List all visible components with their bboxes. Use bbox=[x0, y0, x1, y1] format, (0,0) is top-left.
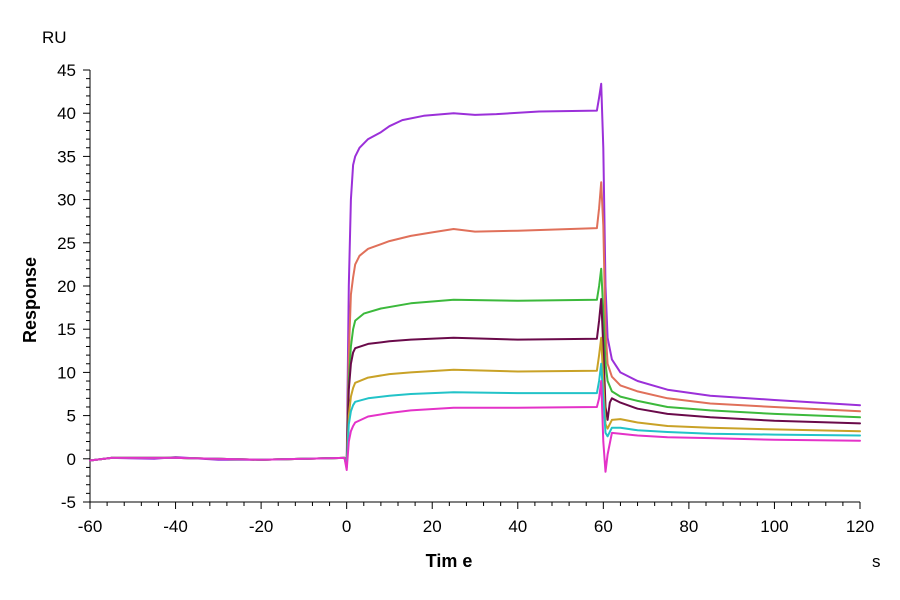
y-axis-ticks: -5 0 5 10 15 20 25 30 35 40 45 bbox=[57, 61, 90, 512]
x-tick-label: -60 bbox=[78, 517, 103, 536]
series-line-2 bbox=[89, 181, 861, 465]
series-line-6 bbox=[89, 362, 861, 469]
x-tick-label: 0 bbox=[342, 517, 351, 536]
y-tick-label: 0 bbox=[67, 450, 76, 469]
y-tick-label: 45 bbox=[57, 61, 76, 80]
y-tick-label: 20 bbox=[57, 277, 76, 296]
y-tick-label: 10 bbox=[57, 363, 76, 382]
x-tick-label: 20 bbox=[423, 517, 442, 536]
x-tick-label: 60 bbox=[594, 517, 613, 536]
x-tick-label: 100 bbox=[760, 517, 788, 536]
x-axis-title: Tim e bbox=[426, 551, 473, 571]
y-tick-label: 15 bbox=[57, 320, 76, 339]
axes bbox=[89, 70, 860, 503]
y-tick-label: 25 bbox=[57, 234, 76, 253]
y-tick-label: 35 bbox=[57, 147, 76, 166]
x-tick-label: 40 bbox=[508, 517, 527, 536]
y-tick-label: 40 bbox=[57, 104, 76, 123]
x-axis-unit: s bbox=[872, 552, 881, 571]
series-line-7 bbox=[89, 380, 861, 473]
x-tick-label: -40 bbox=[163, 517, 188, 536]
y-tick-label: 5 bbox=[67, 407, 76, 426]
series-group bbox=[89, 82, 861, 473]
y-tick-label: -5 bbox=[61, 493, 76, 512]
y-tick-label: 30 bbox=[57, 191, 76, 210]
x-tick-label: -20 bbox=[249, 517, 274, 536]
x-tick-label: 120 bbox=[846, 517, 874, 536]
series-line-5 bbox=[89, 336, 861, 468]
y-axis-unit: RU bbox=[42, 28, 67, 47]
x-tick-label: 80 bbox=[679, 517, 698, 536]
x-axis-ticks: -60 -40 -20 0 20 40 60 80 100 120 bbox=[78, 502, 874, 536]
y-axis-title: Response bbox=[20, 257, 40, 343]
